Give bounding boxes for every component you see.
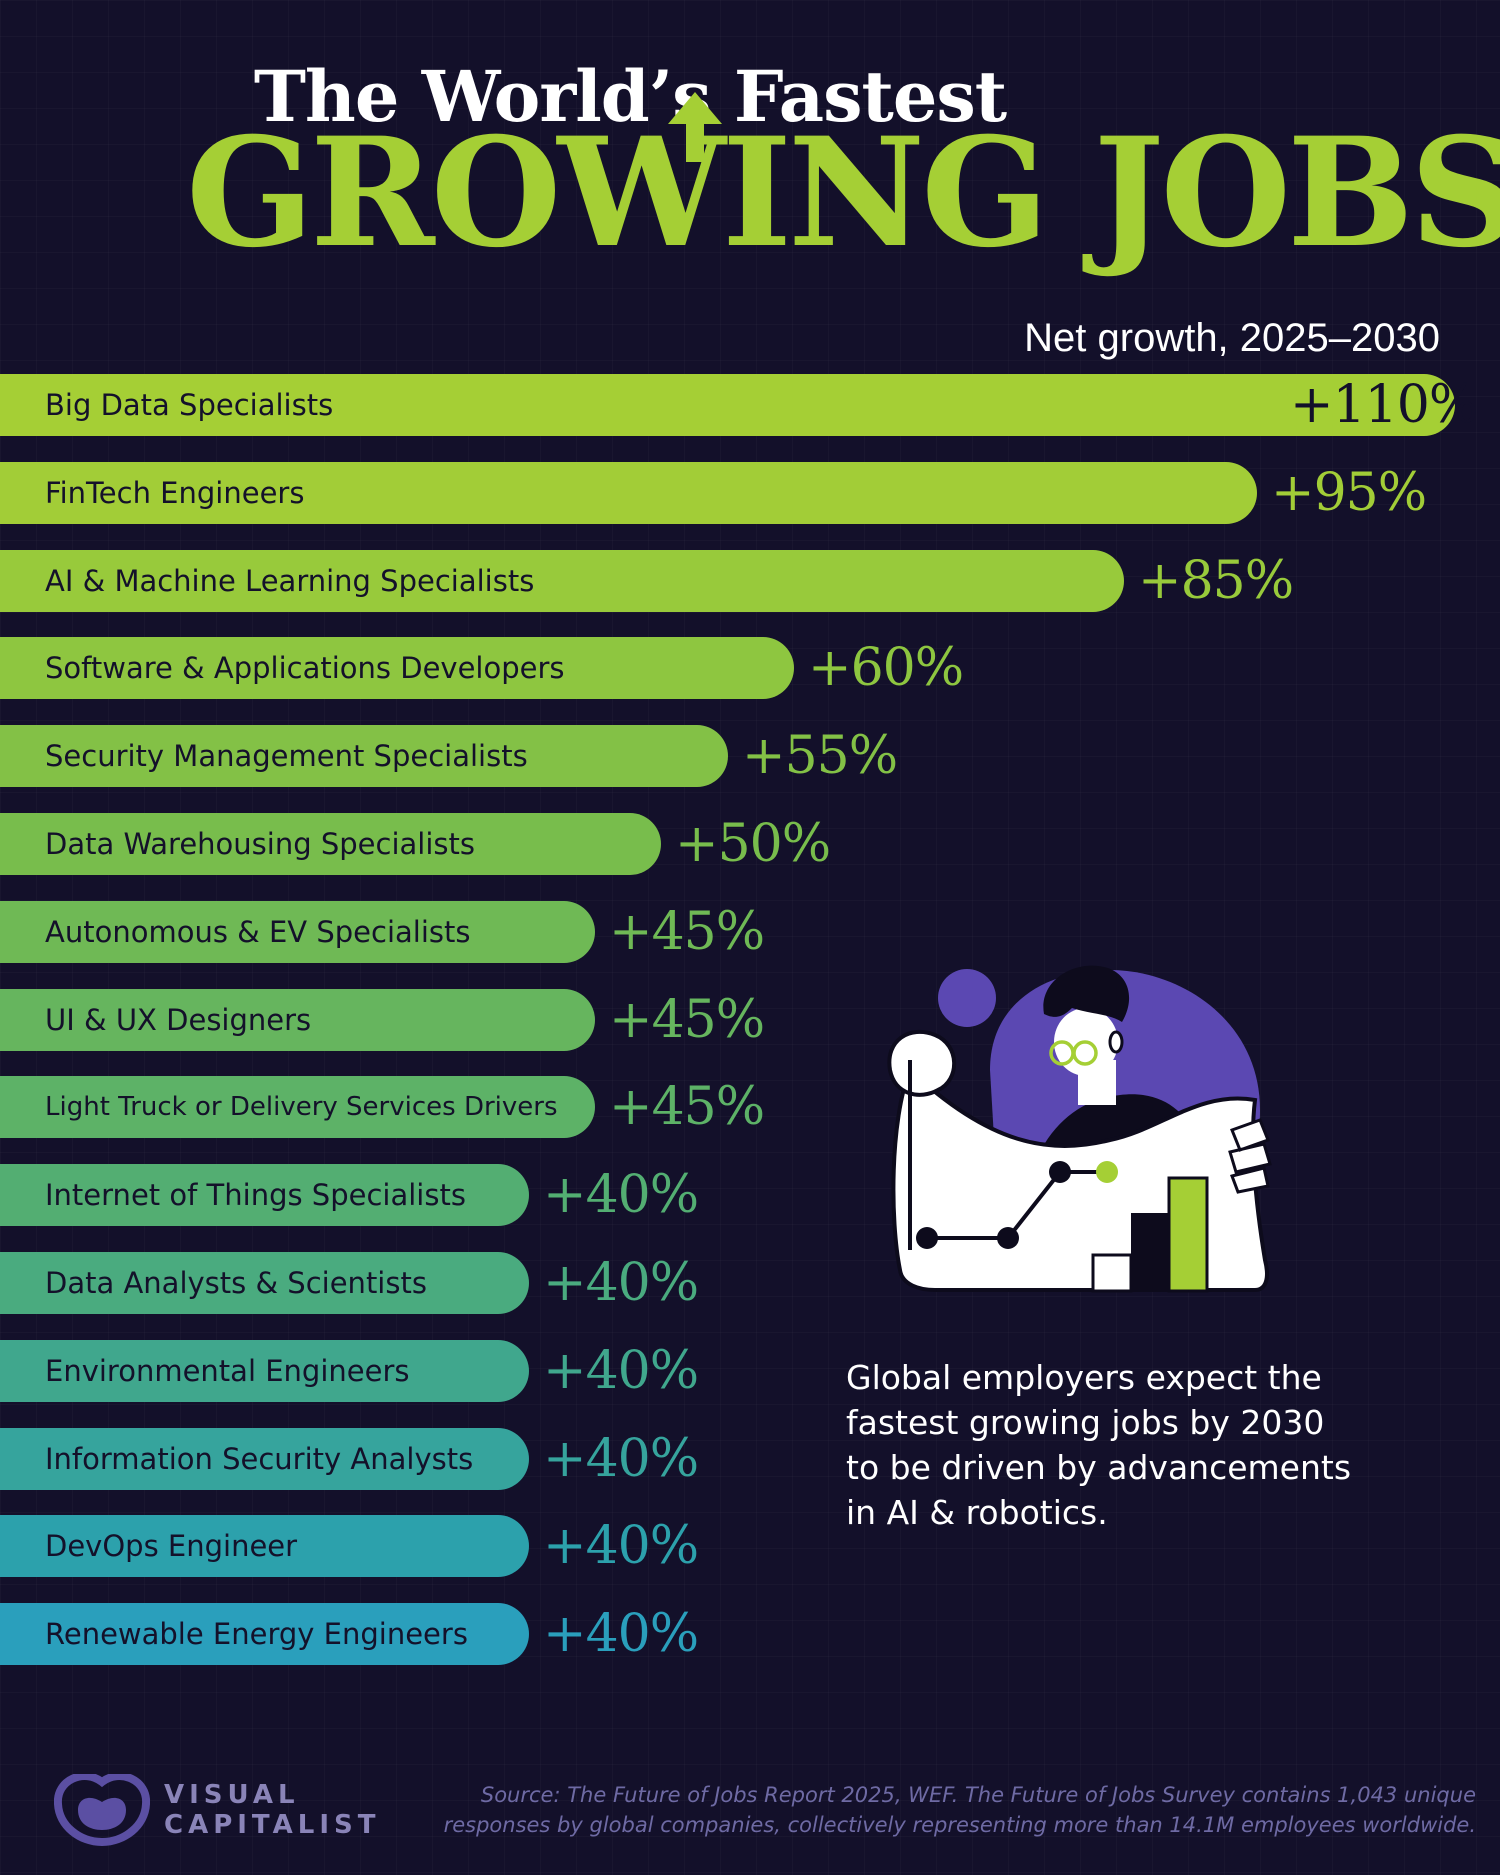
title-line-2: GROWING JOBS bbox=[186, 105, 1500, 281]
source-line-1: Source: The Future of Jobs Report 2025, … bbox=[480, 1783, 1476, 1807]
bar-value-label: +45% bbox=[609, 990, 765, 1050]
bar: Security Management Specialists bbox=[0, 725, 728, 787]
bar-label: Big Data Specialists bbox=[45, 388, 334, 422]
bar: UI & UX Designers bbox=[0, 989, 595, 1051]
bar-label: Internet of Things Specialists bbox=[45, 1178, 466, 1212]
bar-value-label: +45% bbox=[609, 902, 765, 962]
bar-value-label: +45% bbox=[609, 1077, 765, 1137]
bar-value-label: +40% bbox=[543, 1604, 699, 1664]
bar: Data Analysts & Scientists bbox=[0, 1252, 529, 1314]
chart-note: Global employers expect the fastest grow… bbox=[846, 1358, 1352, 1532]
bar: Big Data Specialists bbox=[0, 374, 1455, 436]
person-with-chart-illustration bbox=[887, 965, 1272, 1293]
bar: Internet of Things Specialists bbox=[0, 1164, 529, 1226]
bar-label: Data Warehousing Specialists bbox=[45, 827, 475, 861]
source-note: Source: The Future of Jobs Report 2025, … bbox=[376, 1780, 1476, 1840]
bar: Environmental Engineers bbox=[0, 1340, 529, 1402]
logo-mark-icon bbox=[54, 1774, 150, 1846]
source-line-2: responses by global companies, collectiv… bbox=[443, 1813, 1476, 1837]
bar-label: Security Management Specialists bbox=[45, 739, 528, 773]
bar-label: UI & UX Designers bbox=[45, 1003, 312, 1037]
bar: Light Truck or Delivery Services Drivers bbox=[0, 1076, 595, 1138]
bar-label: Software & Applications Developers bbox=[45, 651, 565, 685]
bar-label: FinTech Engineers bbox=[45, 476, 305, 510]
up-arrow-icon bbox=[668, 92, 722, 162]
bar-label: DevOps Engineer bbox=[45, 1529, 298, 1563]
bar: DevOps Engineer bbox=[0, 1515, 529, 1577]
bar-value-label: +95% bbox=[1271, 463, 1427, 523]
bar: Data Warehousing Specialists bbox=[0, 813, 661, 875]
bar-label: Information Security Analysts bbox=[45, 1442, 474, 1476]
logo-line-1: VISUAL bbox=[164, 1780, 300, 1810]
bar-value-label: +85% bbox=[1138, 551, 1294, 611]
bar-label: Environmental Engineers bbox=[45, 1354, 410, 1388]
bar-label: Autonomous & EV Specialists bbox=[45, 915, 471, 949]
bar: Autonomous & EV Specialists bbox=[0, 901, 595, 963]
bar: Information Security Analysts bbox=[0, 1428, 529, 1490]
bar-value-label: +40% bbox=[543, 1341, 699, 1401]
title-line-1: The World’s Fastest bbox=[253, 55, 1007, 138]
visual-capitalist-logo: VISUAL CAPITALIST bbox=[54, 1774, 380, 1846]
bar-label: Renewable Energy Engineers bbox=[45, 1617, 468, 1651]
bar-value-label: +40% bbox=[543, 1516, 699, 1576]
bar: FinTech Engineers bbox=[0, 462, 1257, 524]
bar-value-label: +60% bbox=[808, 638, 964, 698]
bar-value-label: +40% bbox=[543, 1429, 699, 1489]
bar: AI & Machine Learning Specialists bbox=[0, 550, 1124, 612]
bar: Software & Applications Developers bbox=[0, 637, 794, 699]
bar-label: Data Analysts & Scientists bbox=[45, 1266, 427, 1300]
bar-value-label: +55% bbox=[742, 726, 898, 786]
decorative-circle bbox=[938, 969, 996, 1027]
bar: Renewable Energy Engineers bbox=[0, 1603, 529, 1665]
logo-line-2: CAPITALIST bbox=[164, 1810, 381, 1840]
bar-value-label: +50% bbox=[675, 814, 831, 874]
chart-subtitle: Net growth, 2025–2030 bbox=[1024, 316, 1440, 360]
bar-label: AI & Machine Learning Specialists bbox=[45, 564, 535, 598]
bar-value-label: +40% bbox=[543, 1165, 699, 1225]
bar-value-label: +110% bbox=[1290, 375, 1478, 435]
bar-value-label: +40% bbox=[543, 1253, 699, 1313]
bar-label: Light Truck or Delivery Services Drivers bbox=[45, 1092, 558, 1122]
